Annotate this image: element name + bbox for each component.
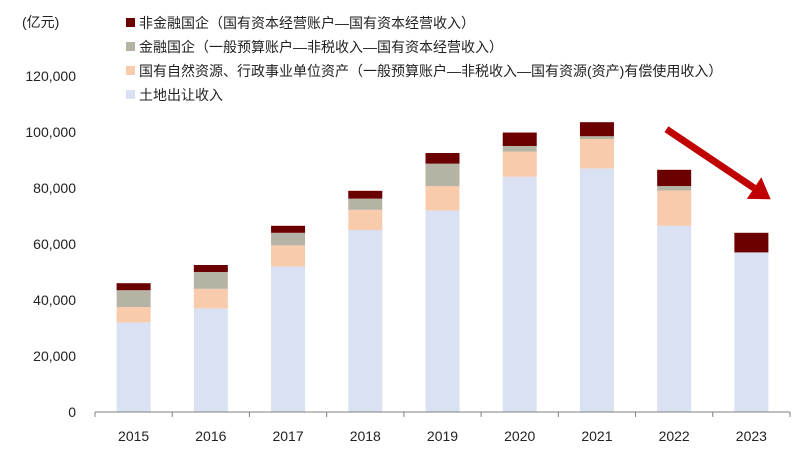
y-tick-label: 20,000 [33,348,76,364]
legend-swatch [126,90,135,99]
legend-label: 金融国企（一般预算账户—非税收入—国有资本经营收入） [139,38,503,55]
bars [116,122,769,412]
x-tick-label: 2022 [659,428,690,444]
legend: 非金融国企（国有资本经营账户—国有资本经营收入） 金融国企（一般预算账户—非税收入… [126,12,722,108]
bar-segment [193,288,228,309]
bar-segment [734,232,769,253]
legend-swatch [126,18,135,27]
y-tick-label: 40,000 [33,292,76,308]
bar-segment [657,225,692,412]
bar-segment [425,186,460,211]
bar-segment [348,209,383,230]
bar-segment [657,190,692,226]
bar-segment [502,146,537,152]
x-tick-label: 2018 [350,428,381,444]
bar-segment [116,283,151,291]
legend-label: 非金融国企（国有资本经营账户—国有资本经营收入） [139,14,475,31]
bar-segment [502,151,537,177]
bar-segment [271,225,306,233]
bar-segment [116,307,151,323]
x-tick-label: 2020 [504,428,535,444]
bar-segment [116,322,151,412]
bar-segment [657,186,692,191]
bar-segment [579,136,614,139]
x-tick-label: 2021 [581,428,612,444]
bar-segment [348,230,383,412]
trend-arrow-shaft [664,126,757,191]
bar-segment [193,265,228,272]
x-tick-label: 2017 [272,428,303,444]
bar-segment [116,290,151,307]
bar-segment [348,198,383,210]
legend-label: 国有自然资源、行政事业单位资产（一般预算账户—非税收入—国有资源(资产)有偿使用… [139,62,723,79]
bar-segment [502,132,537,146]
bar-segment [657,169,692,187]
bar-segment [271,245,306,267]
bar-segment [425,210,460,412]
y-tick-label: 60,000 [33,236,76,252]
bar-segment [193,272,228,289]
bar-segment [579,168,614,412]
x-tick-label: 2019 [427,428,458,444]
bar-segment [579,122,614,137]
x-axis: 2015 2016 2017 2018 2019 2020 2021 2022 2023 [94,411,791,444]
bar-segment [271,232,306,246]
legend-label: 土地出让收入 [139,86,223,103]
bar-segment [193,308,228,412]
legend-item: 土地出让收入 [126,84,722,105]
y-tick-label: 80,000 [33,180,76,196]
x-tick-label: 2016 [195,428,226,444]
y-tick-label: 100,000 [25,124,76,140]
trend-arrow-head [746,177,771,200]
bar-segment [271,266,306,412]
unit-label: (亿元) [22,14,60,30]
legend-item: 非金融国企（国有资本经营账户—国有资本经营收入） [126,12,722,33]
bar-segment [579,139,614,169]
legend-swatch [126,42,135,51]
y-tick-label: 120,000 [25,68,76,84]
bar-segment [502,176,537,412]
legend-item: 国有自然资源、行政事业单位资产（一般预算账户—非税收入—国有资源(资产)有偿使用… [126,60,722,81]
bar-segment [348,190,383,199]
legend-swatch [126,66,135,75]
bar-segment [734,252,769,412]
x-tick-label: 2015 [118,428,149,444]
bar-segment [425,163,460,187]
bar-segment [425,153,460,164]
trend-arrow [664,126,771,200]
y-axis: 0 20,000 40,000 60,000 80,000 100,000 120,000 [25,68,76,420]
y-tick-label: 0 [68,404,76,420]
legend-item: 金融国企（一般预算账户—非税收入—国有资本经营收入） [126,36,722,57]
x-tick-label: 2023 [736,428,767,444]
